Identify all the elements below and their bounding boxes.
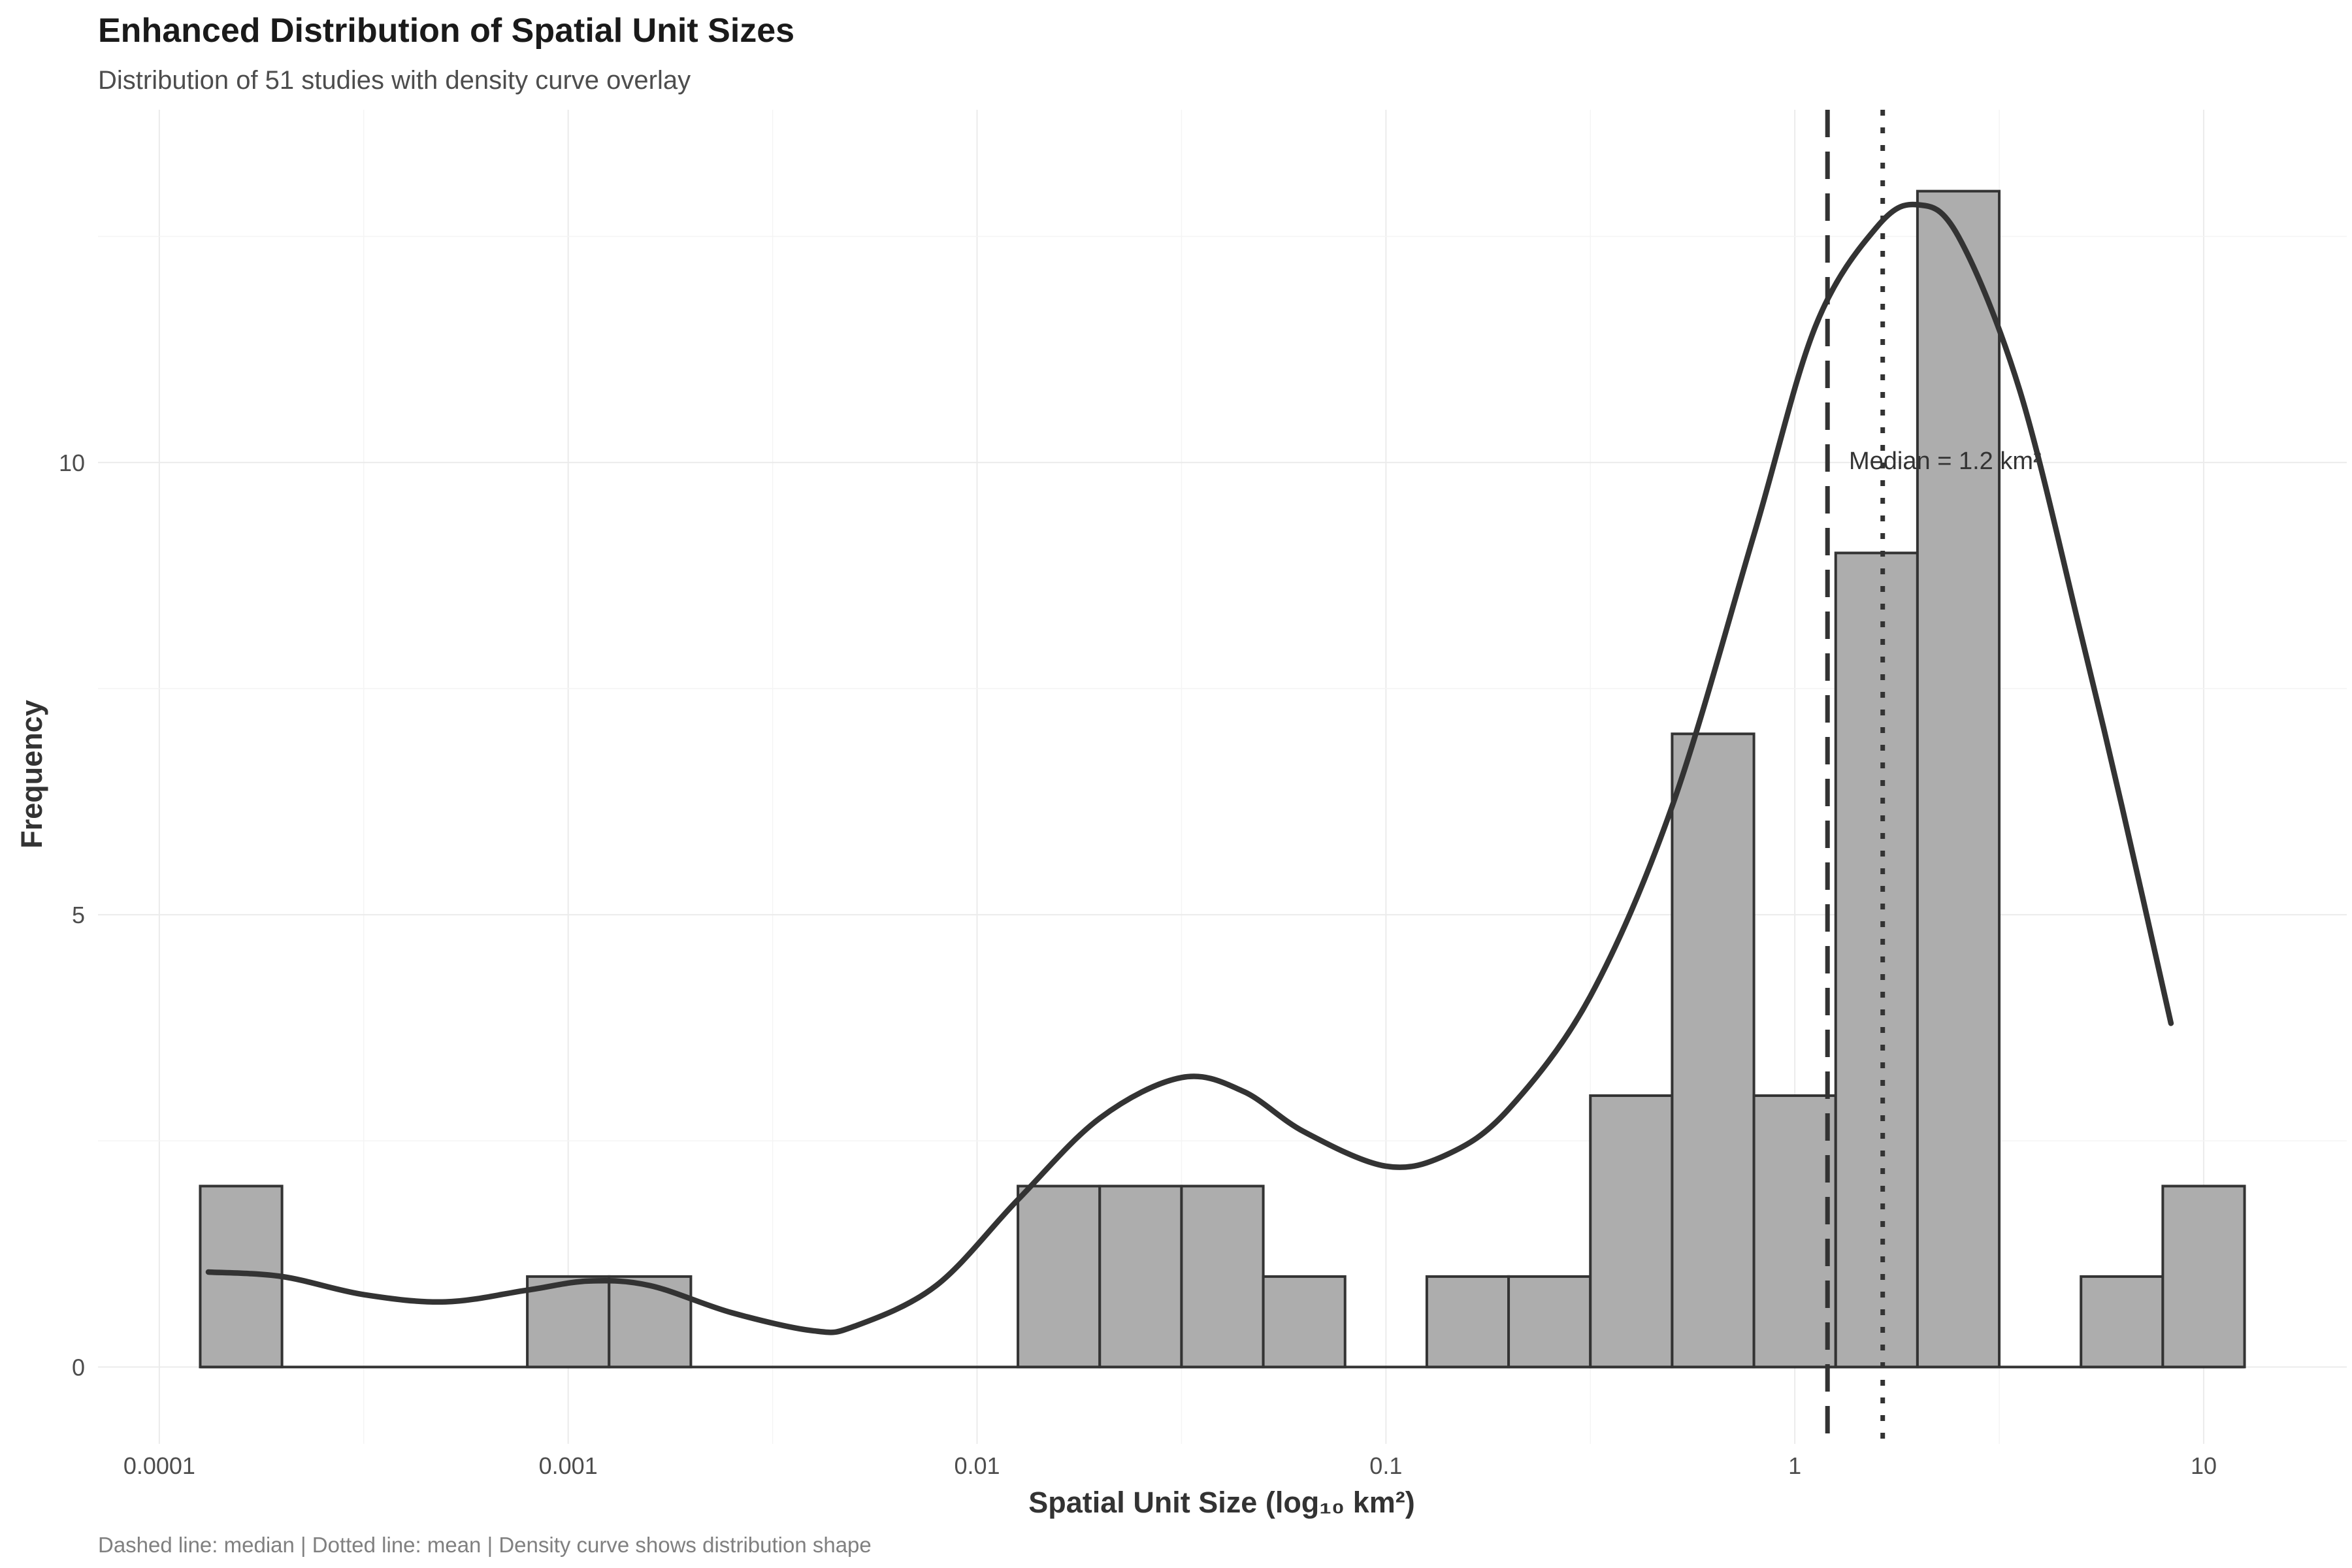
axis-ticks: 0.0001 0.001 0.01 0.1 1 10 0 5 10 (59, 449, 2217, 1479)
y-tick-label: 0 (72, 1354, 85, 1380)
x-tick-label: 0.01 (954, 1452, 1000, 1479)
histogram-bar (1916, 189, 2001, 1369)
x-tick-label: 0.0001 (123, 1452, 195, 1479)
chart-subtitle: Distribution of 51 studies with density … (98, 66, 691, 95)
reference-lines (1825, 110, 1886, 1444)
histogram-bar (1507, 1275, 1592, 1369)
histogram-bar (1017, 1184, 1102, 1369)
histogram-bars (199, 189, 2246, 1369)
x-tick-label: 1 (1788, 1452, 1801, 1479)
density-curve-group (205, 201, 2174, 1335)
histogram-bar (1098, 1184, 1183, 1369)
histogram-bar (1834, 551, 1919, 1369)
histogram-bar (2161, 1184, 2246, 1369)
histogram-bar (1752, 1094, 1837, 1369)
x-tick-label: 10 (2191, 1452, 2217, 1479)
histogram-bar (526, 1275, 611, 1369)
histogram-bar (1425, 1275, 1511, 1369)
histogram-bar (1262, 1275, 1347, 1369)
histogram-bar (1671, 732, 1756, 1369)
density-curve (205, 201, 2174, 1335)
histogram-bar (2080, 1275, 2164, 1369)
x-tick-label: 0.1 (1369, 1452, 1402, 1479)
x-axis-title: Spatial Unit Size (log₁₀ km²) (1028, 1486, 1414, 1519)
y-tick-label: 5 (72, 902, 85, 928)
chart-caption: Dashed line: median | Dotted line: mean … (98, 1533, 872, 1557)
y-axis-title: Frequency (15, 700, 48, 849)
histogram-bar (1180, 1184, 1265, 1369)
x-tick-label: 0.001 (539, 1452, 598, 1479)
y-tick-label: 10 (59, 449, 85, 476)
histogram-bar (608, 1275, 693, 1369)
chart-title: Enhanced Distribution of Spatial Unit Si… (98, 12, 794, 50)
median-annotation: Median = 1.2 km² (1849, 448, 2042, 475)
histogram-bar (1589, 1094, 1674, 1369)
